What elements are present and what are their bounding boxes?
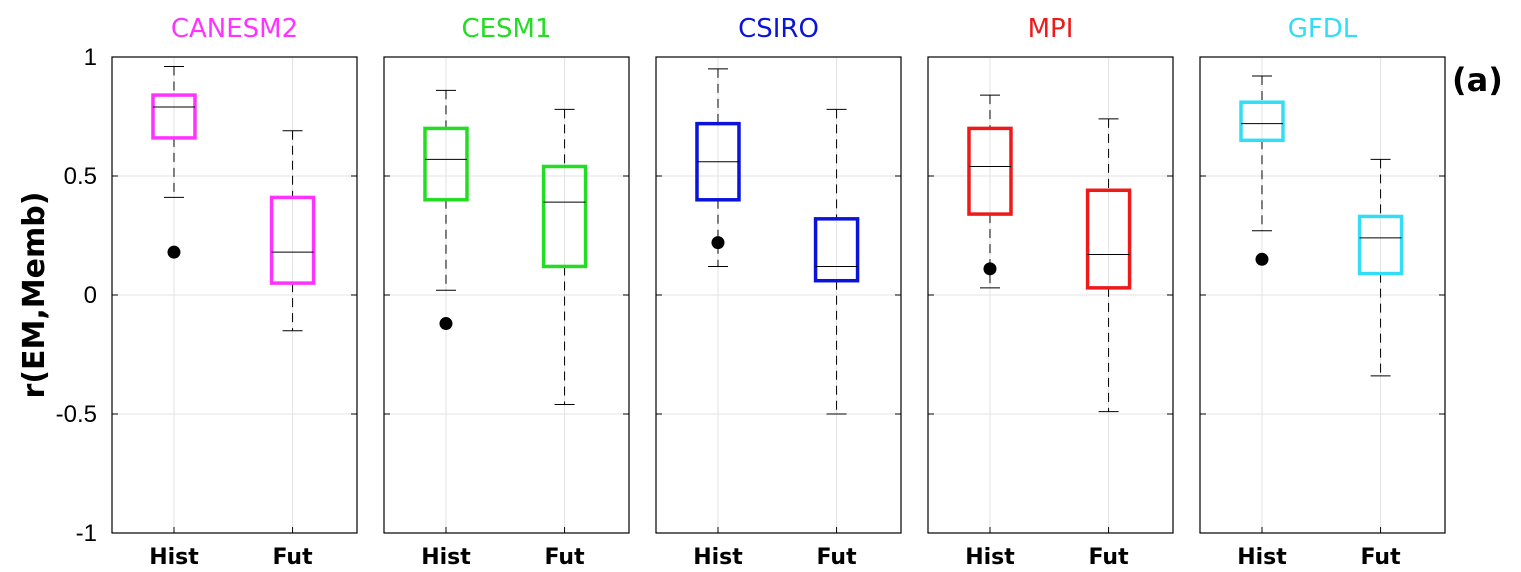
panel-frame — [383, 56, 630, 534]
x-tick-label: Fut — [545, 545, 586, 570]
panel-frame — [927, 56, 1174, 534]
box — [541, 164, 588, 269]
panel-title: GFDL — [1288, 14, 1358, 44]
panel-title: MPI — [1028, 14, 1074, 44]
panel-frame — [1199, 56, 1446, 534]
panel-title: CESM1 — [461, 14, 551, 44]
x-tick-label: Hist — [421, 545, 471, 570]
y-tick-label: -0.5 — [56, 401, 97, 428]
panel-title: CSIRO — [738, 14, 819, 44]
box — [1085, 188, 1132, 290]
x-tick-label: Hist — [1237, 545, 1287, 570]
panel-frame — [655, 56, 902, 534]
outlier-point — [983, 262, 997, 276]
panel-frame — [111, 56, 358, 534]
x-tick-label: Hist — [149, 545, 199, 570]
outlier-point — [1255, 252, 1269, 266]
box — [151, 93, 197, 140]
y-tick-label: 1 — [84, 44, 97, 71]
x-tick-label: Hist — [965, 545, 1015, 570]
x-tick-label: Fut — [817, 545, 858, 570]
panel-label: (a) — [1452, 61, 1503, 99]
x-tick-label: Hist — [693, 545, 743, 570]
outlier-point — [439, 317, 453, 331]
y-tick-label: 0.5 — [64, 163, 97, 190]
y-axis-label: r(EM,Memb) — [17, 192, 52, 399]
outlier-point — [711, 236, 725, 250]
box — [1357, 214, 1404, 276]
x-tick-label: Fut — [1089, 545, 1130, 570]
y-tick-label: -1 — [76, 520, 97, 547]
chart-panels: CANESM2 Hist Fut CESM1 Hist Fut CSIRO Hist Fut MP… — [56, 14, 1446, 570]
box — [423, 126, 469, 202]
box — [269, 195, 316, 285]
box — [813, 217, 860, 283]
outlier-point — [167, 245, 181, 259]
x-tick-label: Fut — [1361, 545, 1402, 570]
box — [1239, 100, 1285, 143]
y-tick-label: 0 — [84, 282, 97, 309]
panel-title: CANESM2 — [171, 14, 298, 44]
x-tick-label: Fut — [273, 545, 314, 570]
box — [967, 126, 1013, 216]
